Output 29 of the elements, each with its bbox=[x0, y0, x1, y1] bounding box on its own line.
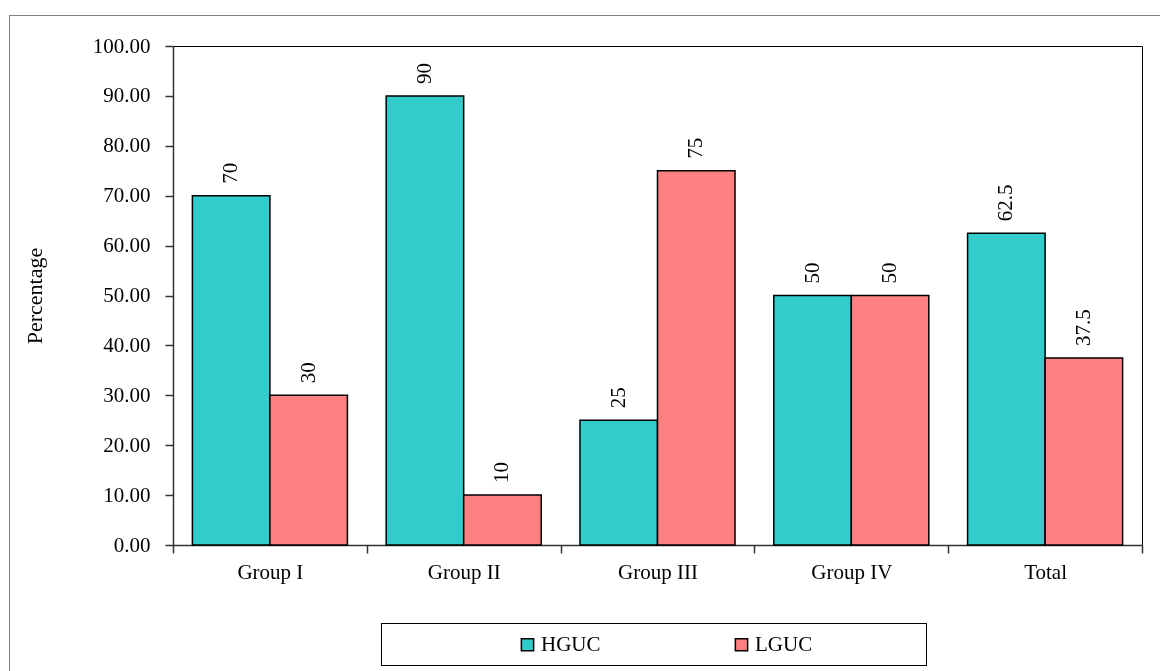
x-tick-label: Group III bbox=[618, 559, 698, 584]
y-tick-label: 100.00 bbox=[92, 33, 151, 58]
data-label: 30 bbox=[295, 362, 320, 384]
y-tick-label: 50.00 bbox=[103, 283, 151, 307]
data-label: 62.5 bbox=[993, 184, 1018, 222]
data-label: 10 bbox=[489, 462, 514, 484]
data-label: 70 bbox=[218, 162, 243, 184]
x-tick-label: Group II bbox=[427, 559, 501, 584]
y-tick-label: 40.00 bbox=[103, 332, 151, 357]
y-tick-label: 80.00 bbox=[103, 133, 151, 158]
data-label: 90 bbox=[411, 62, 436, 84]
data-label: 50 bbox=[877, 262, 902, 284]
legend-label: HGUC bbox=[541, 631, 601, 656]
y-axis-title: Percentage bbox=[21, 247, 47, 345]
y-tick-label: 20.00 bbox=[103, 432, 151, 457]
y-tick-label: 10.00 bbox=[103, 482, 151, 507]
y-tick-label: 0.00 bbox=[113, 532, 151, 557]
y-tick-label: 30.00 bbox=[103, 382, 151, 407]
x-tick-label: Group I bbox=[237, 559, 304, 584]
data-label: 37.5 bbox=[1070, 309, 1095, 346]
x-tick-label: Total bbox=[1024, 559, 1068, 584]
y-tick-label: 90.00 bbox=[103, 83, 151, 108]
data-label: 50 bbox=[799, 262, 824, 284]
data-label: 25 bbox=[605, 387, 630, 409]
y-tick-label: 70.00 bbox=[103, 183, 151, 208]
legend-label: LGUC bbox=[755, 631, 813, 656]
data-label: 75 bbox=[683, 137, 708, 159]
x-tick-label: Group IV bbox=[811, 559, 893, 584]
y-tick-label: 60.00 bbox=[103, 233, 151, 258]
